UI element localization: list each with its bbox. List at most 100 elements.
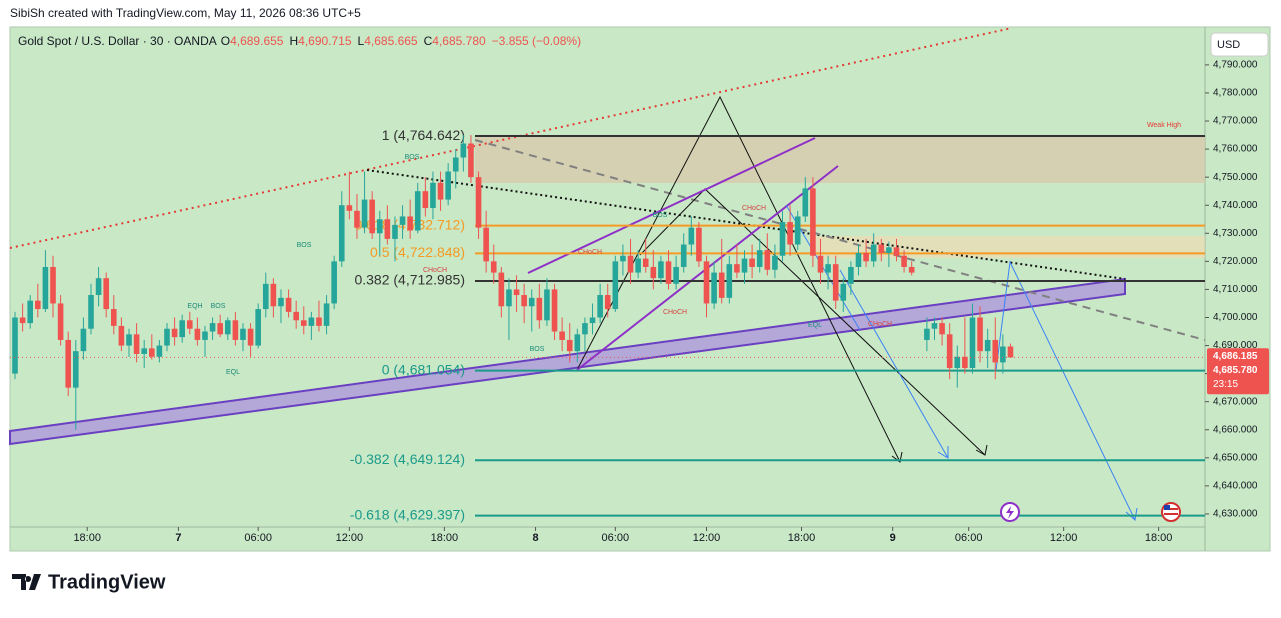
annotation: EQL [226, 369, 240, 376]
candle-body [559, 331, 565, 340]
candle-body [445, 171, 451, 200]
candle-body [870, 244, 877, 262]
candles [12, 135, 1014, 430]
arrow [839, 269, 949, 459]
y-tick-label: 4,790.000 [1213, 60, 1258, 71]
candle-body [164, 328, 170, 346]
candle-body [232, 320, 239, 340]
candle-body [141, 348, 147, 354]
candle-body [483, 227, 489, 262]
logo-mark [12, 574, 41, 590]
header: SibiSh created with TradingView.com, May… [10, 6, 361, 20]
candle-body [582, 323, 588, 335]
x-tick-label: 9 [890, 532, 896, 544]
candle-body [338, 205, 345, 262]
candle-body [468, 143, 474, 178]
candle-body [787, 222, 793, 245]
y-tick-label: 4,640.000 [1213, 481, 1258, 492]
candle-body [399, 216, 406, 225]
fib-label: 0 (4,681.054) [382, 361, 465, 377]
y-tick-label: 4,630.000 [1213, 509, 1258, 520]
x-tick-label: 12:00 [336, 532, 364, 544]
x-tick-label: 18:00 [73, 532, 101, 544]
candle-body [794, 216, 801, 245]
candle-body [156, 345, 163, 357]
y-tick-label: 4,700.000 [1213, 312, 1258, 323]
candle-body [262, 283, 269, 310]
event-icon-bolt [1006, 506, 1014, 519]
fib-levels: 1 (4,764.642)0.618 (4,732.712)0.5 (4,722… [350, 127, 1205, 522]
legend-key: C [424, 34, 433, 48]
candle-body [574, 334, 581, 352]
candle-body [65, 339, 72, 388]
candle-body [855, 252, 862, 267]
annotation: CHoCH [742, 205, 766, 212]
x-tick-label: 06:00 [244, 532, 272, 544]
legend-value: 4,685.780 [432, 34, 486, 48]
y-tick-label: 4,710.000 [1213, 284, 1258, 295]
candle-body [962, 356, 968, 369]
supply-zone [475, 137, 1205, 183]
x-tick-label: 06:00 [955, 532, 983, 544]
candle-body [772, 255, 778, 270]
candle-body [407, 216, 413, 231]
price-label: 4,686.185 [1213, 351, 1258, 362]
footer: TradingView [48, 571, 166, 593]
candle-body [452, 157, 459, 172]
candle-body [832, 264, 839, 301]
x-tick-label: 18:00 [431, 532, 459, 544]
arrow-head [891, 451, 903, 463]
candle-body [80, 328, 87, 352]
logo: TradingView [12, 571, 166, 593]
annotation: CHoCH [868, 321, 892, 328]
candle-body [414, 191, 421, 231]
candle-body [992, 339, 999, 363]
candle-body [240, 328, 246, 340]
candle-body [612, 261, 619, 310]
candle-body [939, 323, 945, 335]
candle-body [217, 323, 223, 335]
candle-body [749, 258, 755, 267]
y-tick-label: 4,730.000 [1213, 228, 1258, 239]
candle-body [209, 323, 216, 332]
candle-body [696, 227, 702, 262]
y-tick-label: 4,690.000 [1213, 340, 1258, 351]
candle-body [57, 303, 64, 340]
candle-body [12, 317, 18, 374]
arrow-head [975, 444, 988, 456]
candle-body [300, 320, 307, 326]
legend: Gold Spot / U.S. Dollar · 30 · OANDA O4,6… [18, 34, 581, 48]
y-tick-label: 4,770.000 [1213, 116, 1258, 127]
candle-body [331, 261, 337, 304]
annotation: CHoCH [578, 249, 602, 256]
trend-line [474, 139, 1206, 341]
candle-body [528, 297, 535, 307]
candle-body [589, 317, 596, 324]
candle-body [430, 182, 436, 209]
candle-body [635, 258, 641, 273]
candle-body [901, 255, 907, 267]
candle-body [513, 289, 520, 296]
annotation: EQL [808, 322, 822, 329]
candle-body [650, 266, 657, 279]
candle-body [194, 328, 201, 340]
candle-body [27, 300, 34, 324]
candle-body [202, 331, 208, 340]
price-label: 4,685.780 [1213, 365, 1258, 376]
candle-body [886, 247, 892, 253]
y-tick-label: 4,760.000 [1213, 144, 1258, 155]
candle-body [422, 191, 429, 209]
candle-body [50, 266, 56, 304]
channel-line [527, 137, 816, 274]
candle-body [384, 219, 391, 239]
candle-body [88, 295, 94, 329]
candle-body [186, 320, 193, 329]
candle-body [498, 272, 505, 307]
candle-body [490, 261, 497, 273]
candle-body [103, 278, 110, 310]
candle-body [741, 258, 748, 273]
candle-body [984, 339, 991, 352]
annotation: BOS [530, 346, 545, 353]
currency-button[interactable] [1210, 32, 1269, 57]
axes: 4,630.000 4,640.000 4,650.000 4,660.000 4,67… [10, 60, 1269, 544]
